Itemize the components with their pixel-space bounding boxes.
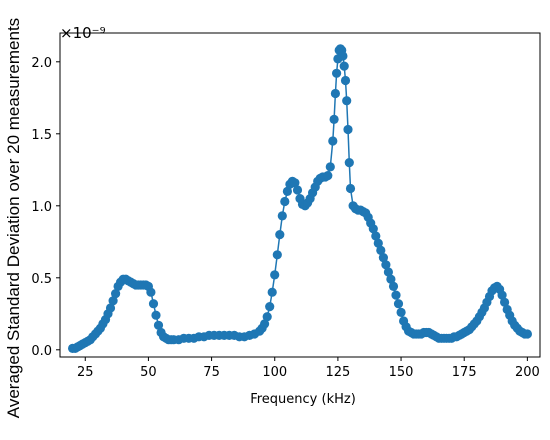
data-point (396, 307, 406, 317)
data-point (386, 274, 396, 284)
x-tick-label: 175 (452, 365, 477, 380)
y-tick-label: 2.0 (31, 56, 52, 71)
data-point (500, 297, 510, 307)
data-point (270, 270, 280, 280)
data-point (292, 185, 303, 195)
data-point (275, 230, 285, 240)
y-tick-label: 1.0 (31, 200, 52, 215)
data-point (262, 312, 272, 322)
data-point (329, 114, 339, 124)
x-tick-label: 100 (262, 365, 287, 380)
data-point (388, 281, 399, 291)
data-point (391, 290, 401, 300)
y-tick-label: 0.0 (31, 344, 52, 359)
data-point (522, 329, 533, 339)
data-point (272, 250, 282, 260)
x-tick-label: 50 (140, 365, 157, 380)
data-point (290, 178, 300, 188)
data-point (371, 231, 381, 241)
data-point (151, 310, 161, 320)
data-point (378, 253, 388, 263)
data-point (368, 224, 378, 234)
data-point (260, 319, 270, 329)
data-point (280, 196, 290, 207)
y-axis-label: Averaged Standard Deviation over 20 meas… (4, 18, 23, 418)
data-point (330, 88, 340, 99)
data-point (328, 136, 338, 146)
data-point (338, 51, 348, 61)
data-point (267, 287, 277, 297)
data-point (497, 290, 507, 300)
data-point (108, 296, 118, 306)
y-tick-label: 1.5 (31, 128, 52, 143)
data-point (393, 299, 404, 309)
data-point (277, 211, 287, 221)
data-point (282, 186, 292, 196)
data-point (325, 162, 335, 172)
plot-frame (59, 32, 541, 358)
y-tick-label: 0.5 (31, 272, 52, 287)
data-point (323, 171, 333, 181)
x-axis-label: Frequency (kHz) (250, 392, 356, 407)
data-point (373, 238, 383, 248)
x-tick-label: 125 (325, 365, 350, 380)
data-point (342, 96, 352, 106)
data-point (265, 302, 275, 312)
data-point (111, 289, 121, 299)
plot-area: 25 50 75 100 125 150 175 200 0.0 0.5 1.0 1.5 2.0 (31, 32, 541, 380)
data-point (381, 260, 391, 270)
data-point (383, 267, 393, 277)
data-point (332, 68, 342, 78)
data-point (339, 61, 349, 71)
x-tick-label: 25 (77, 365, 94, 380)
data-point (146, 287, 156, 297)
data-point (343, 124, 353, 135)
data-point (148, 299, 159, 309)
x-tick-label: 75 (203, 365, 220, 380)
data-point (153, 320, 164, 330)
x-tick-label: 150 (389, 365, 414, 380)
data-point (105, 303, 116, 313)
data-point (345, 183, 356, 194)
data-point (376, 245, 386, 255)
x-tick-label: 200 (515, 365, 540, 380)
data-point (344, 158, 354, 168)
data-point (340, 75, 351, 86)
